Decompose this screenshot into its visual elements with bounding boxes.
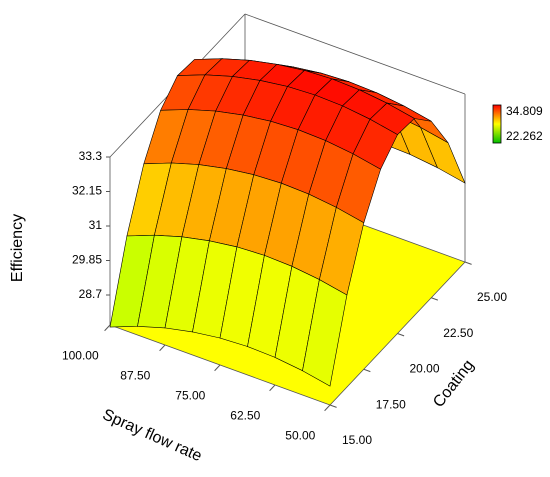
- z-tick-label: 33.3: [79, 149, 103, 163]
- y-tick: [363, 368, 371, 373]
- x-tick-label: 62.50: [230, 409, 260, 423]
- z-axis-title: Efficiency: [9, 214, 26, 282]
- colorbar-max: 34.809: [506, 104, 543, 118]
- z-tick-label: 31: [89, 218, 103, 232]
- y-tick: [397, 333, 405, 337]
- x-tick: [159, 344, 166, 352]
- x-tick: [214, 364, 221, 372]
- surface-cell: [302, 279, 348, 387]
- z-tick-label: 29.85: [72, 253, 102, 267]
- y-tick: [329, 404, 337, 408]
- x-tick-label: 75.00: [175, 389, 205, 403]
- y-tick-label: 22.50: [443, 326, 473, 340]
- box-edge: [244, 13, 466, 95]
- y-tick: [464, 261, 472, 265]
- colorbar: [492, 104, 502, 144]
- x-axis-title: Spray flow rate: [100, 406, 204, 465]
- y-tick: [431, 297, 439, 301]
- z-tick-label: 28.7: [79, 287, 103, 301]
- x-tick-label: 87.50: [120, 369, 150, 383]
- x-tick: [324, 404, 331, 412]
- y-tick-label: 20.00: [410, 362, 440, 376]
- y-tick-label: 17.50: [376, 397, 406, 411]
- x-tick: [104, 324, 111, 332]
- x-tick-label: 100.00: [62, 349, 99, 363]
- x-tick: [269, 384, 276, 392]
- y-tick-label: 15.00: [342, 433, 372, 447]
- z-tick-label: 32.15: [72, 184, 102, 198]
- x-tick-label: 50.00: [285, 429, 315, 443]
- colorbar-min: 22.262: [506, 129, 543, 143]
- y-tick-label: 25.00: [477, 290, 507, 304]
